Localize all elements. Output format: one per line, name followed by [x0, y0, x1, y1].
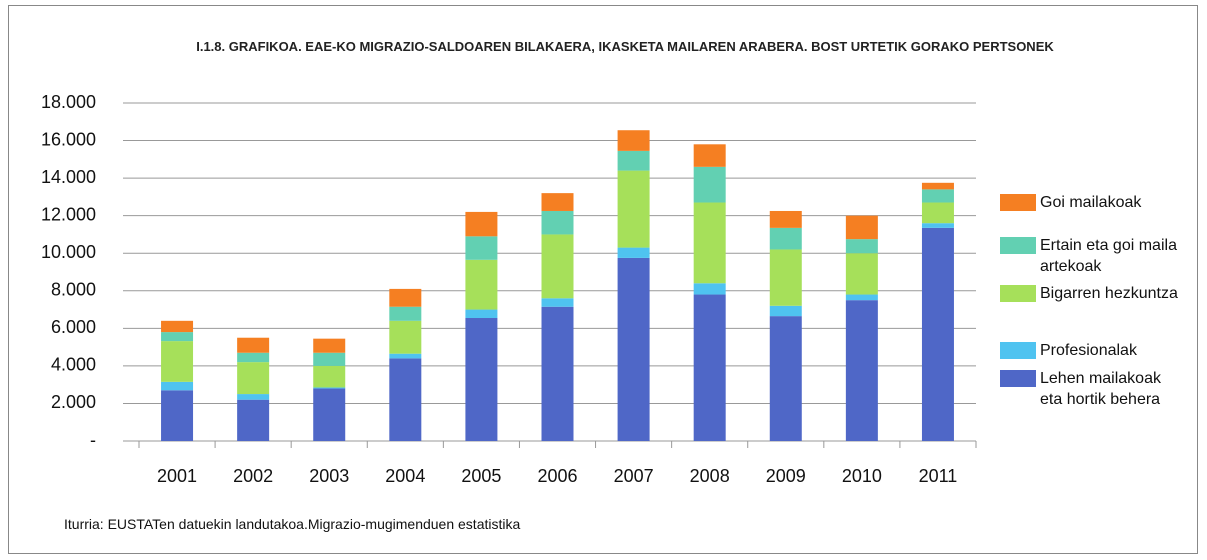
- y-tick-label: 4.000: [51, 355, 96, 375]
- x-tick-label: 2006: [537, 466, 577, 486]
- bar-segment: [237, 337, 270, 353]
- bar-segment: [693, 294, 726, 441]
- bar-segment: [161, 320, 194, 333]
- bar-segment: [769, 227, 802, 250]
- bar-segment: [389, 358, 422, 441]
- chart-title: I.1.8. GRAFIKOA. EAE-KO MIGRAZIO-SALDOAR…: [196, 39, 1054, 54]
- y-tick-label: -: [90, 430, 96, 450]
- x-tick-label: 2008: [690, 466, 730, 486]
- x-tick-label: 2007: [614, 466, 654, 486]
- bar-segment: [693, 166, 726, 203]
- bar-segment: [313, 338, 346, 353]
- bar-segment: [161, 381, 194, 391]
- legend-label: Ertain eta goi maila artekoak: [1040, 237, 1177, 275]
- bar-segment: [389, 288, 422, 307]
- bar-segment: [921, 223, 954, 228]
- bar-segment: [693, 144, 726, 167]
- bar-segment: [617, 130, 650, 151]
- bar-segment: [845, 294, 878, 301]
- y-tick-label: 12.000: [41, 204, 96, 224]
- legend-swatch: [1000, 237, 1036, 254]
- bar-segment: [541, 306, 574, 441]
- bar-segment: [693, 283, 726, 295]
- bar-segment: [845, 215, 878, 240]
- x-tick-label: 2003: [309, 466, 349, 486]
- bar-segment: [921, 182, 954, 190]
- bar-segment: [313, 387, 346, 389]
- x-tick-label: 2011: [919, 466, 958, 486]
- x-tick-label: 2004: [385, 466, 425, 486]
- bar-segment: [921, 189, 954, 203]
- bar-segment: [845, 253, 878, 295]
- bar-segment: [237, 352, 270, 363]
- bar-segment: [161, 390, 194, 441]
- x-tick-label: 2010: [842, 466, 882, 486]
- bar-segment: [769, 249, 802, 306]
- bar-segment: [237, 362, 270, 395]
- bar-segment: [541, 298, 574, 307]
- bar-segment: [541, 234, 574, 299]
- bar-segment: [389, 353, 422, 359]
- bar-segment: [617, 247, 650, 258]
- bar-segment: [541, 193, 574, 211]
- bar-segment: [845, 239, 878, 254]
- y-tick-label: 2.000: [51, 392, 96, 412]
- y-tick-label: 18.000: [41, 92, 96, 112]
- bar-segment: [313, 352, 346, 366]
- bar-segment: [313, 388, 346, 441]
- bar-segment: [465, 318, 498, 441]
- bar-segment: [389, 306, 422, 321]
- bar-segment: [845, 300, 878, 441]
- x-tick-label: 2002: [233, 466, 273, 486]
- bar-segment: [693, 202, 726, 284]
- x-tick-label: 2009: [766, 466, 806, 486]
- y-tick-label: 14.000: [41, 167, 96, 187]
- bar-segment: [237, 399, 270, 441]
- y-tick-label: 16.000: [41, 129, 96, 149]
- bar-segment: [617, 257, 650, 441]
- x-tick-label: 2005: [461, 466, 501, 486]
- y-tick-label: 10.000: [41, 242, 96, 262]
- legend-label: Bigarren hezkuntza: [1040, 285, 1178, 302]
- bar-segment: [921, 227, 954, 441]
- x-tick-label: 2001: [157, 466, 197, 486]
- y-tick-label: 8.000: [51, 280, 96, 300]
- chart-frame: [8, 5, 1198, 554]
- bar-segment: [541, 210, 574, 235]
- bar-segment: [617, 150, 650, 171]
- legend-swatch: [1000, 285, 1036, 302]
- bar-segment: [389, 320, 422, 354]
- y-tick-label: 6.000: [51, 317, 96, 337]
- bar-segment: [161, 332, 194, 342]
- bar-segment: [921, 202, 954, 224]
- legend-swatch: [1000, 370, 1036, 387]
- source-note: Iturria: EUSTATen datuekin landutakoa.Mi…: [64, 516, 521, 532]
- bar-segment: [465, 309, 498, 319]
- legend-label: Lehen mailakoak eta hortik behera: [1040, 370, 1161, 408]
- legend-swatch: [1000, 194, 1036, 211]
- bar-segment: [161, 341, 194, 382]
- legend-swatch: [1000, 342, 1036, 359]
- bar-segment: [617, 170, 650, 248]
- bar-segment: [769, 210, 802, 228]
- bar-segment: [769, 316, 802, 441]
- bar-segment: [769, 305, 802, 317]
- bar-segment: [465, 211, 498, 237]
- bar-segment: [237, 394, 270, 400]
- legend-label: Goi mailakoak: [1040, 194, 1142, 211]
- legend-label: Profesionalak: [1040, 342, 1137, 359]
- bar-segment: [465, 236, 498, 260]
- bar-segment: [313, 365, 346, 388]
- bar-segment: [465, 259, 498, 310]
